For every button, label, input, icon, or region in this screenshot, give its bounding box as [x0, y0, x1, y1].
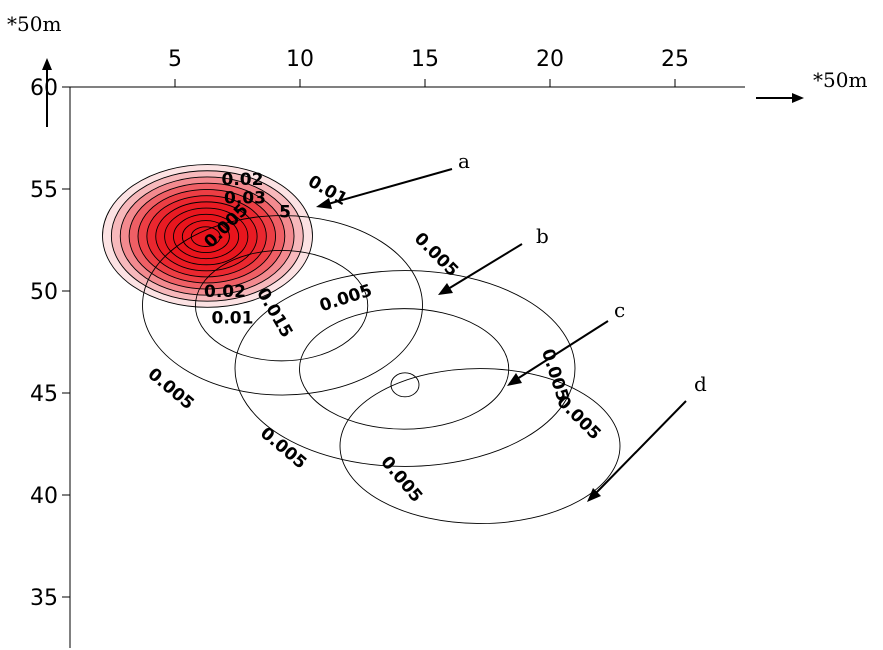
y-axis-ticks: 60 55 50 45 40 35	[30, 76, 70, 611]
x-tick-label: 15	[411, 47, 439, 72]
pointer-c-label: c	[614, 298, 625, 322]
pointer-b: b	[438, 224, 549, 295]
y-tick-label: 45	[30, 382, 58, 407]
x-tick-label: 25	[661, 47, 689, 72]
contour-ring-a-0.055	[190, 226, 221, 247]
pointer-b-label: b	[536, 224, 549, 248]
contour-label: 0.015	[252, 285, 296, 342]
contour-ring-b-0.005	[142, 215, 423, 396]
x-unit-label: *50m	[813, 68, 867, 92]
pointer-d-label: d	[694, 372, 707, 396]
x-tick-label: 20	[536, 47, 564, 72]
contour-label: 5	[279, 203, 291, 223]
y-tick-label: 60	[30, 76, 58, 101]
y-tick-label: 35	[30, 586, 58, 611]
pointer-c: c	[507, 298, 625, 386]
cloud-a	[102, 164, 313, 308]
contour-blob	[390, 372, 420, 398]
y-tick-label: 55	[30, 178, 58, 203]
contour-ring-c-0.01	[299, 308, 510, 430]
y-tick-label: 40	[30, 484, 58, 509]
contour-label: 0.005	[552, 392, 604, 444]
contour-label: 0.005	[144, 364, 198, 414]
x-direction-arrow-icon	[756, 93, 804, 103]
contour-label: 0.005	[410, 229, 462, 281]
contour-label: 0.005	[256, 423, 310, 473]
contour-ring-c-0.005	[234, 270, 576, 467]
y-tick-label: 50	[30, 280, 58, 305]
cloud-d	[339, 368, 621, 525]
contour-label: 0.01	[212, 309, 254, 329]
x-tick-label: 10	[286, 47, 314, 72]
pointer-a-label: a	[458, 149, 470, 173]
cloud-b	[142, 215, 423, 396]
y-unit-label: *50m	[7, 12, 61, 36]
y-direction-arrow-icon	[42, 58, 52, 127]
contour-label: 0.02	[204, 282, 246, 302]
contour-label: 0.005	[317, 281, 374, 317]
contour-ring-d-0.005	[339, 368, 621, 525]
x-axis-ticks: 5 10 15 20 25	[168, 47, 689, 87]
pointer-a: a	[316, 149, 470, 209]
cloud-c	[234, 270, 576, 467]
contour-ring-b-0.01	[194, 249, 369, 362]
contour-label: 0.02	[222, 170, 264, 190]
x-tick-label: 5	[168, 47, 182, 72]
contour-label: 0.03	[224, 188, 266, 208]
pointer-d: d	[587, 372, 707, 502]
concentration-clouds	[102, 164, 621, 525]
contour-label: 0.005	[376, 453, 426, 507]
